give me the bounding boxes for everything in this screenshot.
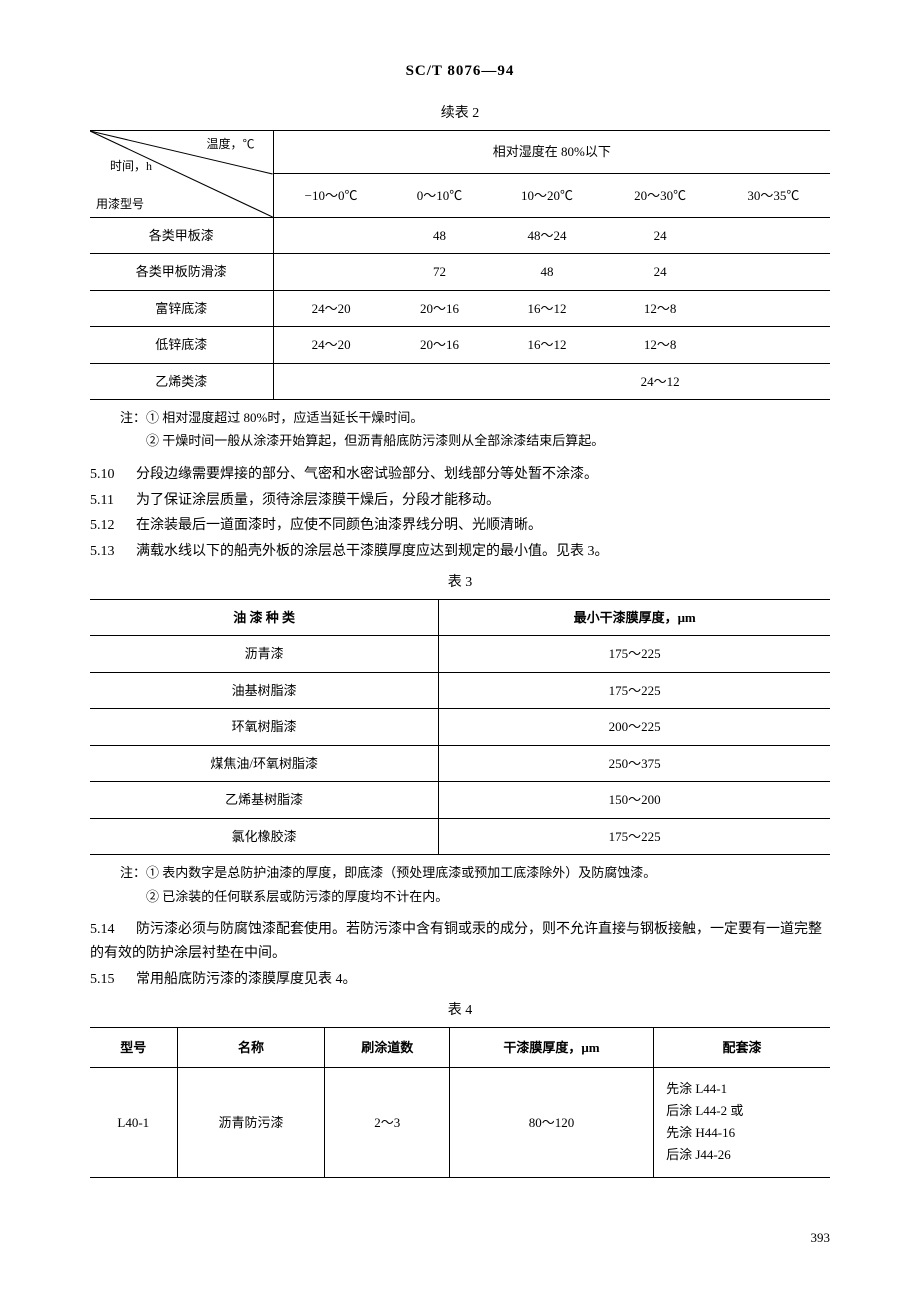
table2-cell: 20～16	[389, 290, 491, 327]
table4-name: 沥青防污漆	[177, 1068, 325, 1177]
table2-cell: 20～16	[389, 327, 491, 364]
table3-cell: 氯化橡胶漆	[90, 818, 439, 855]
paragraph: 5.10分段边缘需要焊接的部分、气密和水密试验部分、划线部分等处暂不涂漆。	[90, 463, 830, 487]
table4-coats: 2～3	[325, 1068, 449, 1177]
table2-caption: 续表 2	[90, 103, 830, 124]
page-number: 393	[90, 1228, 830, 1248]
table2-diag-header: 温度，℃ 时间，h 用漆型号	[90, 130, 273, 217]
table3-cell: 煤焦油/环氧树脂漆	[90, 745, 439, 782]
table4-match-line: 后涂 J44-26	[666, 1144, 822, 1166]
table2-cell: 48	[490, 254, 603, 291]
table3-cell: 乙烯基树脂漆	[90, 782, 439, 819]
table2-cell	[717, 290, 830, 327]
table3-notes: 注：① 表内数字是总防护油漆的厚度，即底漆（预处理底漆或预加工底漆除外）及防腐蚀…	[120, 861, 830, 908]
diag-label-mid: 时间，h	[110, 157, 152, 175]
table2-row-name: 各类甲板漆	[90, 217, 273, 254]
table2-cell: 16～12	[490, 290, 603, 327]
table3-cell: 175～225	[439, 672, 830, 709]
table4-caption: 表 4	[90, 1000, 830, 1021]
table2-temp-col: 10～20℃	[490, 174, 603, 218]
paragraph: 5.11为了保证涂层质量，须待涂层漆膜干燥后，分段才能移动。	[90, 489, 830, 513]
table2-cell	[273, 217, 389, 254]
table2-group-header: 相对湿度在 80%以下	[273, 130, 830, 174]
table2-cell	[273, 254, 389, 291]
table3: 油 漆 种 类 最小干漆膜厚度，μm 沥青漆175～225油基树脂漆175～22…	[90, 599, 830, 856]
table4-match: 先涂 L44-1后涂 L44-2 或先涂 H44-16后涂 J44-26	[654, 1068, 830, 1177]
table3-cell: 200～225	[439, 709, 830, 746]
table3-note-2: ② 已涂装的任何联系层或防污漆的厚度均不计在内。	[146, 889, 448, 904]
table4-model: L40-1	[90, 1068, 177, 1177]
table2-cell: 72	[389, 254, 491, 291]
table2-row-name: 富锌底漆	[90, 290, 273, 327]
table4-match-line: 后涂 L44-2 或	[666, 1100, 822, 1122]
table2-cell: 12～8	[604, 327, 717, 364]
table3-cell: 150～200	[439, 782, 830, 819]
table3-caption: 表 3	[90, 572, 830, 593]
table2-cell	[717, 327, 830, 364]
table4-header: 型号	[90, 1027, 177, 1068]
table3-cell: 175～225	[439, 818, 830, 855]
table4-header: 名称	[177, 1027, 325, 1068]
paragraph: 5.14防污漆必须与防腐蚀漆配套使用。若防污漆中含有铜或汞的成分，则不允许直接与…	[90, 918, 830, 966]
table2-row-name: 乙烯类漆	[90, 363, 273, 400]
table2-cell: 24	[604, 254, 717, 291]
table4-match-line: 先涂 H44-16	[666, 1122, 822, 1144]
table4-match-line: 先涂 L44-1	[666, 1078, 822, 1100]
table2-cell	[717, 254, 830, 291]
paragraph: 5.15常用船底防污漆的漆膜厚度见表 4。	[90, 968, 830, 992]
table2-cell: 12～8	[604, 290, 717, 327]
table2-cell: 24～20	[273, 290, 389, 327]
notes-label: 注：	[120, 410, 146, 425]
table2-temp-col: −10～0℃	[273, 174, 389, 218]
table2-temp-col: 20～30℃	[604, 174, 717, 218]
doc-standard-code: SC/T 8076—94	[90, 60, 830, 83]
table2-row-name: 低锌底漆	[90, 327, 273, 364]
table2-cell: 48	[389, 217, 491, 254]
table4-header: 干漆膜厚度，μm	[449, 1027, 653, 1068]
table2-cell: 24	[604, 217, 717, 254]
table4-thickness: 80～120	[449, 1068, 653, 1177]
table3-cell: 环氧树脂漆	[90, 709, 439, 746]
table3-cell: 175～225	[439, 636, 830, 673]
table2-temp-col: 30～35℃	[717, 174, 830, 218]
table3-note-1: ① 表内数字是总防护油漆的厚度，即底漆（预处理底漆或预加工底漆除外）及防腐蚀漆。	[146, 865, 656, 880]
table3-h1: 油 漆 种 类	[90, 599, 439, 636]
table3-cell: 油基树脂漆	[90, 672, 439, 709]
table2-cell: 48～24	[490, 217, 603, 254]
notes-label: 注：	[120, 865, 146, 880]
table2-cell	[389, 363, 491, 400]
table2-cell: 24～20	[273, 327, 389, 364]
table3-h2: 最小干漆膜厚度，μm	[439, 599, 830, 636]
table2-cell	[717, 217, 830, 254]
table3-cell: 沥青漆	[90, 636, 439, 673]
table2-cell: 24～12	[604, 363, 717, 400]
table3-cell: 250～375	[439, 745, 830, 782]
table2-notes: 注：① 相对湿度超过 80%时，应适当延长干燥时间。 ② 干燥时间一般从涂漆开始…	[120, 406, 830, 453]
table2-row-name: 各类甲板防滑漆	[90, 254, 273, 291]
paragraph: 5.12在涂装最后一道面漆时，应使不同颜色油漆界线分明、光顺清晰。	[90, 514, 830, 538]
table2-cell	[490, 363, 603, 400]
table2-note-2: ② 干燥时间一般从涂漆开始算起，但沥青船底防污漆则从全部涂漆结束后算起。	[146, 433, 604, 448]
table2-cell	[273, 363, 389, 400]
table4: 型号名称刷涂道数干漆膜厚度，μm配套漆 L40-1 沥青防污漆 2～3 80～1…	[90, 1027, 830, 1178]
table4-header: 刷涂道数	[325, 1027, 449, 1068]
diag-label-bot: 用漆型号	[96, 195, 144, 213]
table2-note-1: ① 相对湿度超过 80%时，应适当延长干燥时间。	[146, 410, 423, 425]
diag-label-top: 温度，℃	[207, 135, 255, 153]
table2: 温度，℃ 时间，h 用漆型号 相对湿度在 80%以下 −10～0℃0～10℃10…	[90, 130, 830, 401]
table2-cell: 16～12	[490, 327, 603, 364]
paragraph: 5.13满载水线以下的船壳外板的涂层总干漆膜厚度应达到规定的最小值。见表 3。	[90, 540, 830, 564]
table2-temp-col: 0～10℃	[389, 174, 491, 218]
table2-cell	[717, 363, 830, 400]
table4-header: 配套漆	[654, 1027, 830, 1068]
